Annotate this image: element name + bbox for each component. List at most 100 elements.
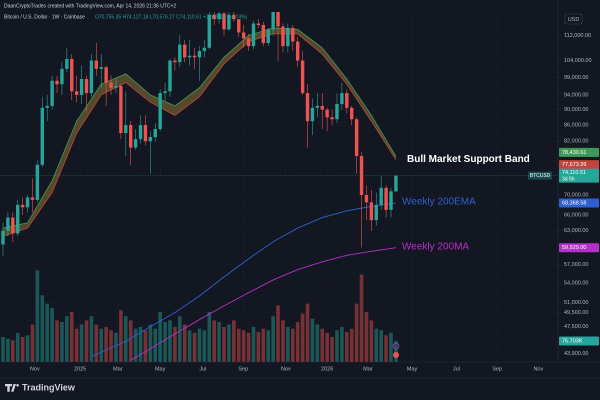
volume-bar xyxy=(119,310,123,362)
y-tick-label: 104,000.00 xyxy=(564,58,592,64)
candle-body xyxy=(217,13,221,20)
candle-body xyxy=(364,194,369,203)
candle-body xyxy=(330,117,334,120)
x-tick-label: 2026 xyxy=(321,366,333,372)
volume-bar xyxy=(256,332,261,362)
volume-bar xyxy=(394,340,398,362)
x-tick-label: Mar xyxy=(363,366,373,372)
candle-body xyxy=(119,85,123,134)
volume-bar xyxy=(109,330,113,362)
volume-bar xyxy=(89,316,94,362)
x-tick-label: Sep xyxy=(238,366,248,372)
volume-bar xyxy=(158,312,162,362)
candle-body xyxy=(74,91,79,95)
volume-bar xyxy=(55,320,59,362)
volume-bar xyxy=(143,330,148,362)
y-tick-label: 94,000.00 xyxy=(564,92,588,98)
candle-body xyxy=(94,60,99,69)
ma-line xyxy=(91,202,396,357)
volume-bar xyxy=(207,312,212,362)
band-lower-label: 77,673.99 xyxy=(562,162,586,168)
candle-body xyxy=(394,175,398,192)
volume-bar xyxy=(305,303,310,362)
plot-area xyxy=(0,12,558,362)
volume-bar xyxy=(20,337,25,362)
y-tick-label: 66,000.00 xyxy=(564,212,588,218)
candle-body xyxy=(246,38,251,47)
candle-body xyxy=(79,79,84,95)
candle-body xyxy=(197,50,202,58)
ma-line xyxy=(130,247,396,361)
candle-body xyxy=(237,19,241,33)
last-price-label: 74,110.51 xyxy=(562,170,586,176)
candle-body xyxy=(207,14,211,48)
volume-bar xyxy=(168,320,172,362)
volume-bar xyxy=(74,328,79,362)
volume-bar xyxy=(35,270,40,362)
volume-bar xyxy=(104,327,108,362)
x-tick-label: Mar xyxy=(113,366,123,372)
y-tick-label: 63,000.00 xyxy=(564,228,588,234)
candle-body xyxy=(374,204,378,221)
volume-bar xyxy=(241,330,246,362)
volume-label-badge xyxy=(559,336,599,346)
y-tick-label: 43,900.00 xyxy=(564,351,588,357)
volume-bar xyxy=(340,327,344,362)
candle-body xyxy=(320,105,324,110)
candle-body xyxy=(84,79,89,94)
candle-body xyxy=(300,60,305,94)
candle-body xyxy=(148,137,153,142)
currency-box xyxy=(564,13,583,25)
y-tick-label: 54,000.00 xyxy=(564,281,588,287)
volume-bar xyxy=(182,324,187,362)
y-tick-label: 90,000.00 xyxy=(564,107,588,113)
x-tick-label: Nov xyxy=(30,366,40,372)
candle-body xyxy=(173,60,177,63)
candle-body xyxy=(65,58,69,69)
volume-bar xyxy=(173,327,177,362)
candle-body xyxy=(315,105,320,108)
band-upper-label-badge xyxy=(559,147,599,157)
volume-bar xyxy=(60,322,64,362)
candle-body xyxy=(138,125,143,140)
volume-bar xyxy=(379,330,383,362)
candle-body xyxy=(183,44,187,58)
symbol-title: Bitcoin / U.S. Dollar · 1W · Coinbase xyxy=(4,14,85,20)
candle-body xyxy=(40,107,44,165)
volume-bar xyxy=(94,324,99,362)
candle-body xyxy=(178,44,182,63)
candle-body xyxy=(369,202,374,221)
volume-bar xyxy=(192,332,197,362)
candle-body xyxy=(158,93,162,130)
volume-bar xyxy=(281,320,285,362)
volume-bar xyxy=(335,330,339,362)
volume-bar xyxy=(15,332,20,362)
header: DaanCryptoTrades created with TradingVie… xyxy=(4,3,176,9)
candle-body xyxy=(256,23,261,25)
x-tick-label: Sep xyxy=(492,366,502,372)
volume-bar xyxy=(389,332,393,362)
x-tick-label: Nov xyxy=(533,366,543,372)
y-tick-label: 86,000.00 xyxy=(564,123,588,129)
volume-bar xyxy=(236,328,241,362)
candle-body xyxy=(104,67,108,83)
volume-bar xyxy=(79,324,84,362)
candle-body xyxy=(212,14,216,20)
volume-bar xyxy=(148,324,153,362)
volume-bar xyxy=(222,327,226,362)
candle-body xyxy=(261,24,266,44)
volume-bar xyxy=(266,330,271,362)
ma-annotation: Weekly 200EMA xyxy=(402,197,476,208)
volume-bar xyxy=(359,274,364,362)
ma-price-label: 68,368.58 xyxy=(562,200,586,206)
volume-bar xyxy=(114,332,118,362)
volume-bar xyxy=(1,337,5,362)
volume-bar xyxy=(271,316,275,362)
candle-body xyxy=(335,104,339,120)
volume-bar xyxy=(374,328,379,362)
volume-bar xyxy=(295,322,300,362)
candle-body xyxy=(251,23,256,47)
volume-bar xyxy=(138,327,143,362)
candle-body xyxy=(133,139,138,148)
